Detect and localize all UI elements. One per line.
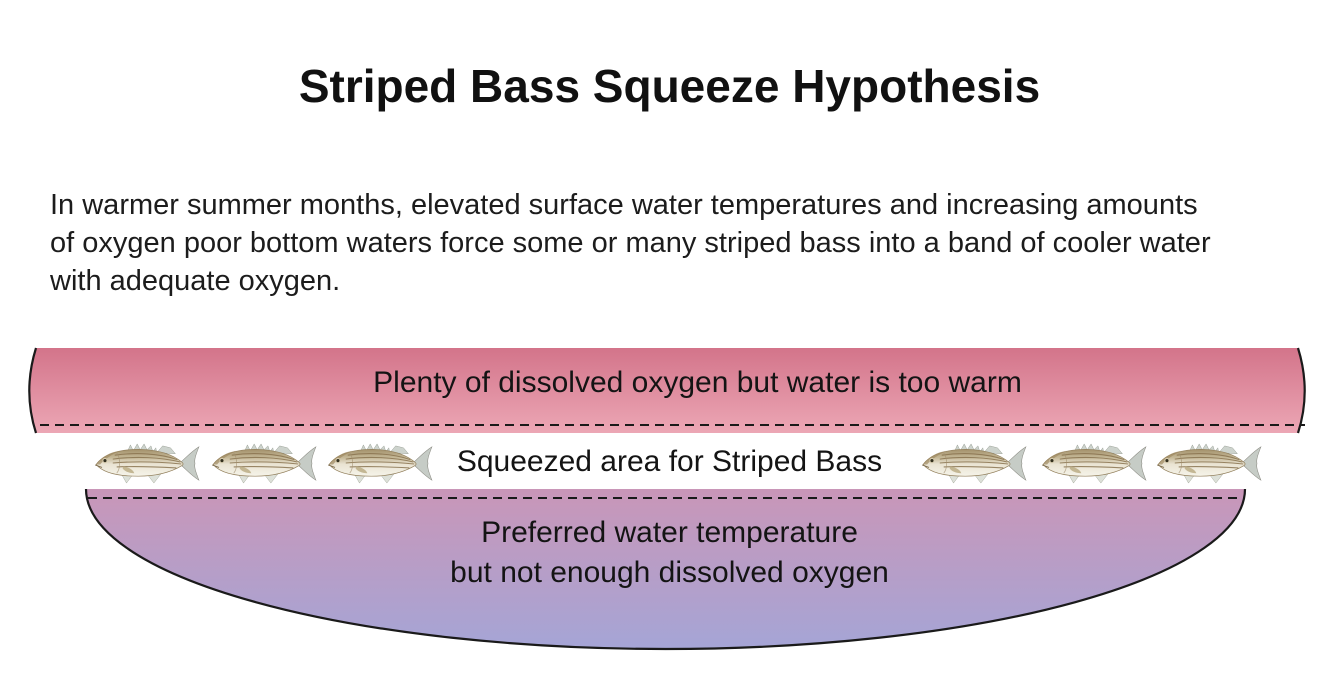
intro-paragraph: In warmer summer months, elevated surfac… [50,186,1299,300]
intro-line-3: with adequate oxygen. [50,265,341,297]
bottom-layer-label-line-1: Preferred water temperature [481,516,858,549]
intro-line-2: of oxygen poor bottom waters force some … [50,227,1211,259]
squeeze-area-label: Squeezed area for Striped Bass [456,445,883,478]
bottom-layer-arc-edge [84,488,1247,651]
bottom-layer-label: Preferred water temperature but not enou… [0,513,1339,593]
bottom-layer-shape [86,489,1245,649]
surface-layer-shape [29,348,1305,433]
page-title: Striped Bass Squeeze Hypothesis [298,59,1041,112]
bottom-layer-label-line-2: but not enough dissolved oxygen [450,556,889,589]
surface-layer-left-edge [28,347,38,434]
intro-line-1: In warmer summer months, elevated surfac… [50,189,1198,221]
surface-layer-label: Plenty of dissolved oxygen but water is … [373,366,1022,399]
